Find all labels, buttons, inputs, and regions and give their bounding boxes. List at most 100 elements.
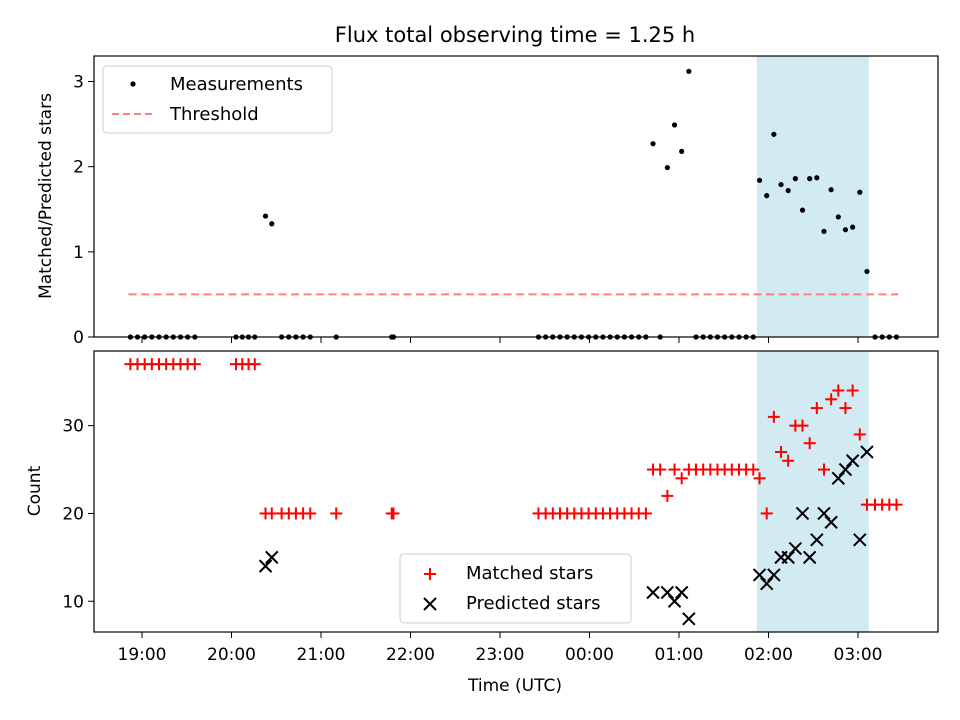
bottom-y-axis-label: Count (25, 465, 45, 516)
measurement-point (262, 213, 269, 219)
predicted-star-marker (831, 471, 846, 486)
bottom-axes-frame (93, 350, 939, 633)
top-legend-box (102, 65, 333, 134)
measurement-point (857, 189, 863, 195)
x-tick-label: 20:00 (207, 645, 256, 665)
predicted-star-marker (760, 576, 774, 591)
matched-star-marker (890, 498, 903, 511)
measurement-point (771, 131, 777, 137)
measurement-point (650, 141, 656, 147)
matched-star-marker (846, 384, 859, 397)
matched-star-marker (810, 402, 823, 415)
predicted-star-marker (265, 550, 279, 565)
matched-star-marker (188, 358, 201, 371)
bottom-legend: Matched stars Predicted stars (399, 553, 632, 624)
predicted-star-marker (788, 541, 803, 556)
bottom-y-ticks: 10 20 30 (62, 417, 94, 612)
predicted-star-marker (845, 454, 860, 468)
observing-window-band (756, 56, 869, 337)
predicted-star-marker (682, 612, 696, 626)
legend-predicted-marker (423, 597, 437, 611)
matched-star-marker (387, 507, 400, 520)
measurement-point (807, 176, 813, 182)
matched-star-marker (753, 472, 766, 485)
bottom-legend-box (399, 553, 632, 624)
predicted-star-marker (646, 585, 660, 600)
matched-star-marker (760, 507, 773, 520)
matched-star-marker (803, 437, 816, 450)
top-panel: 0 1 2 3 Matched/Predicted stars Measurement… (36, 55, 939, 348)
predicted-star-marker (667, 594, 682, 608)
predicted-star-marker (752, 568, 767, 582)
measurement-point (828, 187, 834, 193)
x-tick-label: 03:00 (834, 645, 883, 665)
measurement-point (686, 68, 692, 74)
matched-star-marker (832, 384, 845, 397)
measurement-point (814, 175, 820, 181)
measurement-point (764, 193, 770, 199)
predicted-star-marker (802, 550, 817, 565)
matched-star-marker (304, 507, 317, 520)
x-tick-label: 21:00 (297, 645, 346, 665)
legend-matched-marker (424, 568, 436, 580)
x-axis-label: Time (UTC) (467, 676, 562, 696)
measurement-point (850, 224, 856, 230)
chart-title: Flux total observing time = 1.25 h (335, 23, 695, 47)
matched-star-marker (668, 463, 681, 476)
matched-star-marker (825, 393, 838, 406)
top-axes-frame (93, 55, 939, 338)
measurement-point (756, 177, 763, 183)
matched-star-marker (639, 507, 652, 520)
predicted-star-marker (767, 568, 781, 582)
bottom-y-tick-label: 20 (62, 504, 84, 524)
legend-measurements-label: Measurements (170, 74, 303, 95)
top-legend: Measurements Threshold (102, 65, 333, 134)
legend-measurements-marker (130, 81, 136, 87)
measurement-point (785, 187, 791, 194)
top-y-ticks: 0 1 2 3 (73, 73, 94, 348)
measurement-point (679, 148, 685, 154)
measurement-point (842, 227, 849, 233)
matched-star-marker (817, 463, 830, 476)
x-tick-label: 00:00 (565, 645, 614, 665)
bottom-y-tick-label: 10 (62, 592, 84, 612)
top-y-tick-label: 0 (73, 328, 84, 348)
bottom-points (124, 358, 903, 626)
matched-star-marker (853, 428, 866, 441)
predicted-star-marker (674, 585, 689, 600)
predicted-star-marker (660, 585, 675, 600)
top-y-tick-label: 1 (73, 243, 84, 263)
predicted-star-marker (795, 506, 810, 521)
x-tick-label: 19:00 (118, 645, 167, 665)
predicted-star-marker (817, 506, 831, 521)
bottom-panel: 10 20 30 19:00 20:00 21:00 22:00 23:00 00:00 01:… (25, 350, 939, 696)
matched-star-marker (661, 489, 674, 502)
predicted-star-marker (853, 533, 867, 547)
predicted-star-marker (860, 445, 874, 459)
matched-star-marker (747, 463, 760, 476)
predicted-star-marker (838, 462, 853, 477)
matched-star-marker (839, 402, 852, 415)
top-y-axis-label: Matched/Predicted stars (36, 93, 56, 299)
predicted-star-marker (781, 550, 795, 565)
bottom-shaded-region (756, 351, 869, 632)
matched-star-marker (654, 463, 667, 476)
matched-star-marker (330, 507, 343, 520)
x-tick-label: 02:00 (744, 645, 793, 665)
x-tick-label: 23:00 (476, 645, 525, 665)
matched-star-marker (767, 410, 780, 423)
measurement-point (664, 164, 670, 171)
legend-threshold-label: Threshold (169, 104, 259, 125)
predicted-star-marker (824, 515, 838, 529)
top-y-tick-label: 2 (73, 158, 84, 178)
matched-star-marker (775, 445, 788, 458)
matched-star-marker (782, 454, 795, 467)
matched-star-marker (675, 472, 688, 485)
measurement-point (864, 268, 870, 275)
matched-star-marker (796, 419, 809, 432)
measurement-point (799, 207, 806, 213)
measurement-point (269, 221, 275, 227)
observing-window-band (756, 351, 869, 632)
predicted-star-marker (810, 533, 824, 547)
